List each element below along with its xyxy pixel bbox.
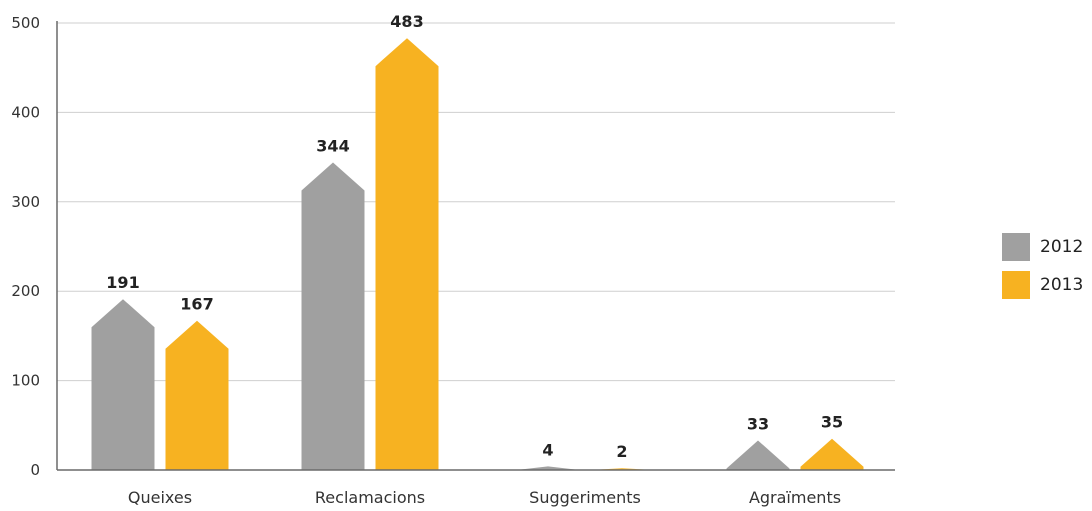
x-tick-label-3: Agraïments: [749, 488, 841, 507]
y-tick-label-300: 300: [11, 193, 40, 211]
data-label-2013-0: 167: [180, 295, 213, 314]
bars: [91, 38, 864, 471]
data-label-2012-2: 4: [542, 440, 553, 459]
legend-swatch-2013: [1002, 271, 1030, 299]
data-label-2012-0: 191: [106, 273, 139, 292]
legend-item-2013: 2013: [1002, 270, 1083, 300]
x-tick-label-2: Suggeriments: [529, 488, 641, 507]
bar-2013-3: [800, 438, 864, 470]
x-tick-label-0: Queixes: [128, 488, 192, 507]
legend-label-2013: 2013: [1040, 275, 1084, 295]
data-label-2013-2: 2: [616, 442, 627, 461]
data-label-2013-1: 483: [390, 12, 423, 31]
bar-2012-3: [726, 440, 790, 470]
x-tick-label-1: Reclamacions: [315, 488, 425, 507]
x-axis: Queixes Reclamacions Suggeriments Agraïment…: [57, 469, 895, 507]
data-label-2013-3: 35: [821, 413, 843, 432]
data-label-2012-3: 33: [747, 414, 769, 433]
gridlines: [57, 22, 895, 382]
bar-2012-1: [301, 162, 365, 471]
bar-2012-0: [91, 299, 155, 470]
y-axis: 0 100 200 300 400 500: [11, 14, 58, 479]
y-tick-label-200: 200: [11, 282, 40, 300]
legend-item-2012: 2012: [1002, 232, 1083, 262]
legend-swatch-2012: [1002, 233, 1030, 261]
data-labels: 191 167 344 483 4 2 33 35: [106, 12, 843, 461]
y-tick-label-500: 500: [11, 14, 40, 32]
bar-2013-1: [375, 38, 439, 471]
bar-2012-2: [516, 466, 580, 470]
y-tick-label-0: 0: [30, 461, 40, 479]
legend-label-2012: 2012: [1040, 237, 1084, 257]
y-tick-label-400: 400: [11, 103, 40, 121]
data-label-2012-1: 344: [316, 136, 349, 155]
legend: 2012 2013: [1002, 232, 1083, 308]
bar-2013-0: [165, 320, 229, 470]
y-tick-label-100: 100: [11, 372, 40, 390]
